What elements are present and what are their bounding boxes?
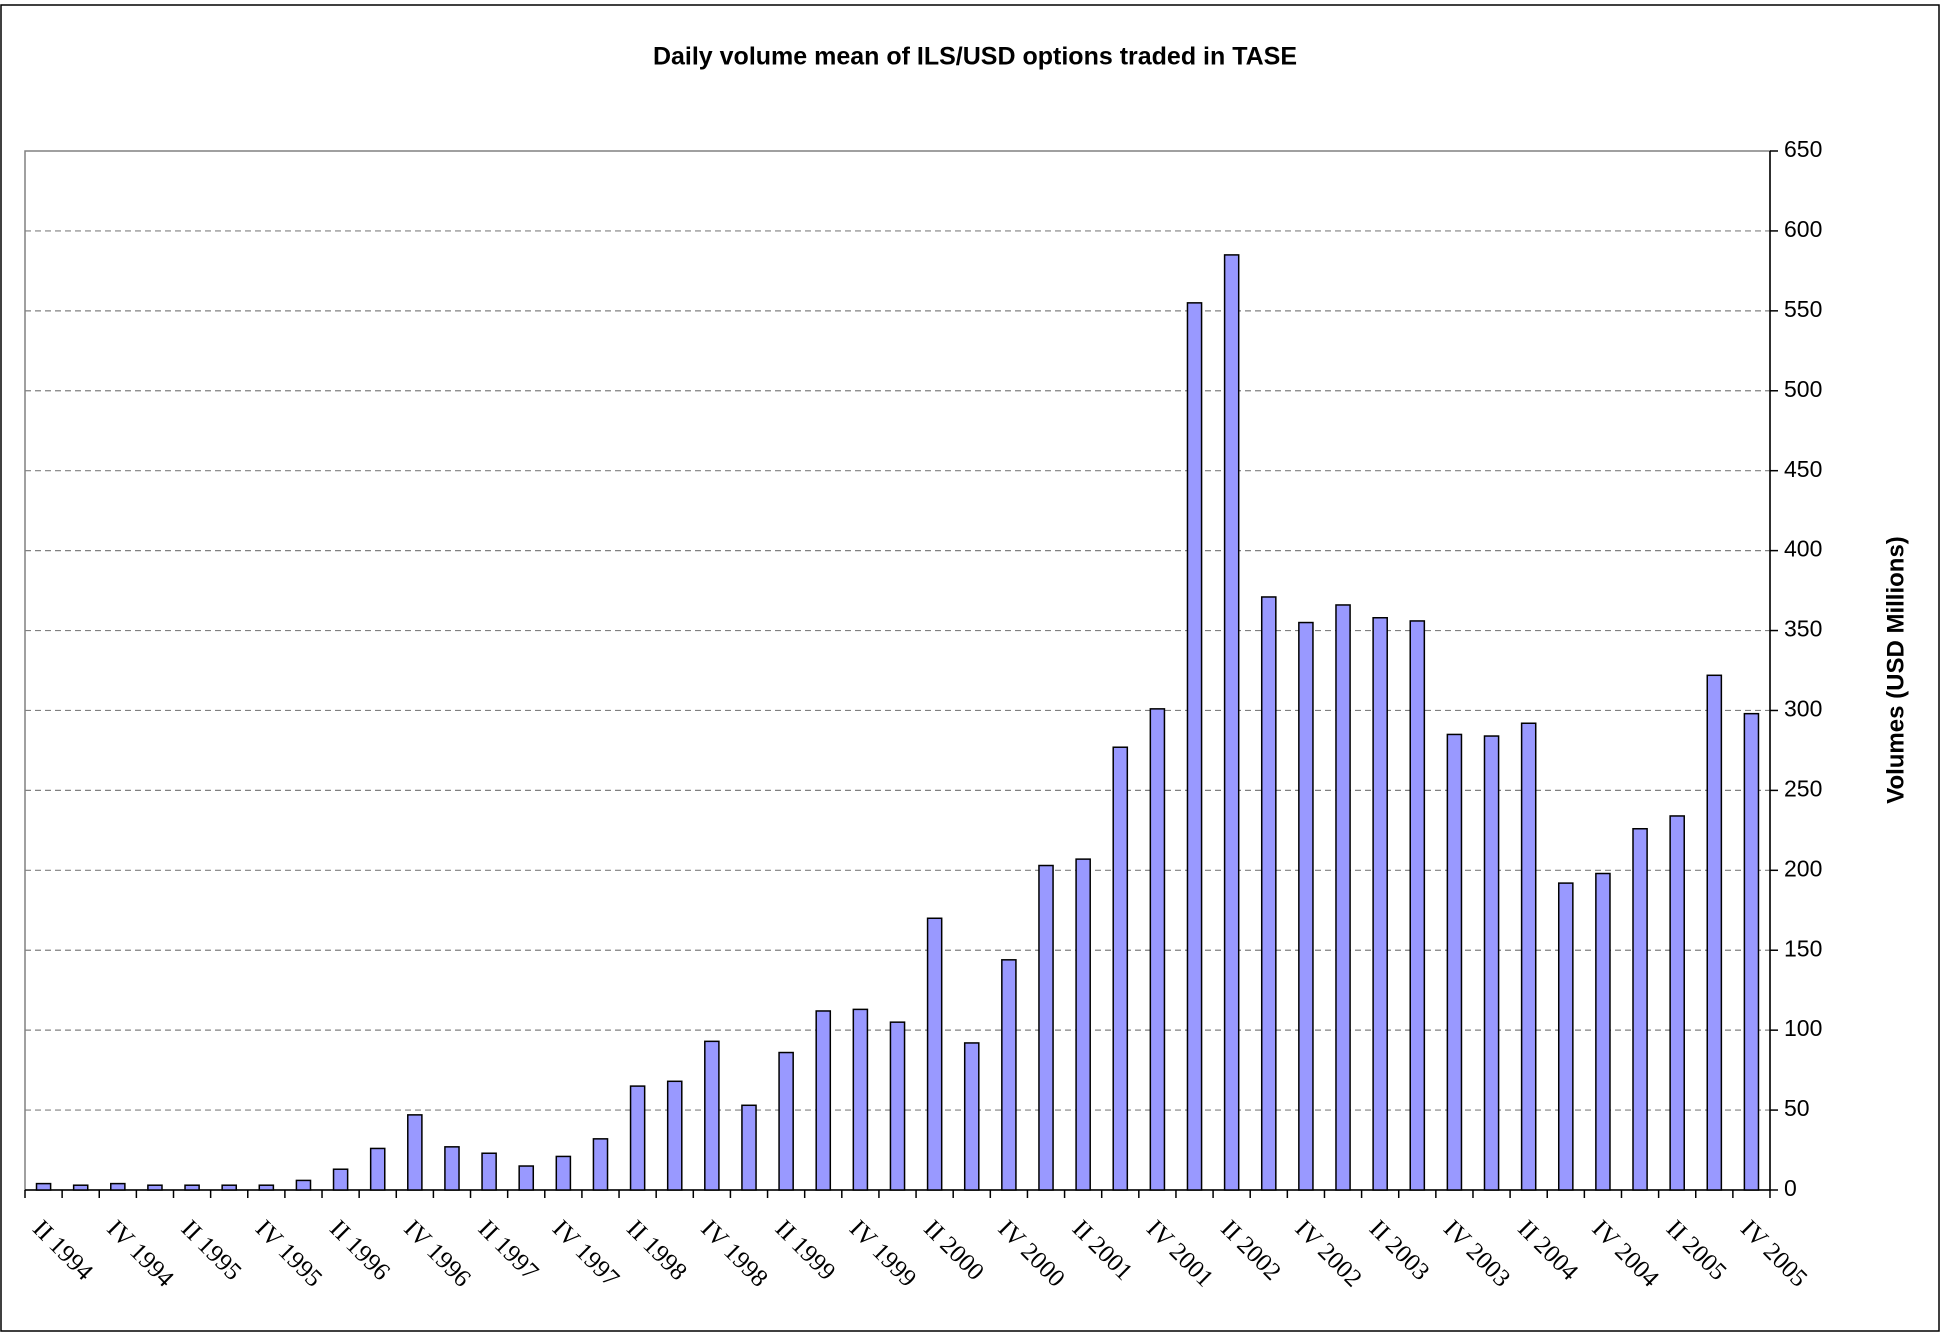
bar [1632,827,1648,1191]
bar [1520,722,1537,1191]
y-tick-label: 450 [1784,456,1822,482]
bar [184,1184,200,1191]
bar [407,1114,423,1191]
bar [815,1010,832,1191]
bar [1186,302,1203,1191]
y-tick-label: 250 [1784,775,1822,801]
y-tick-label: 150 [1784,935,1822,961]
bar [295,1179,312,1191]
bar [1260,596,1277,1191]
bar [1223,254,1240,1191]
y-tick-label: 0 [1784,1175,1797,1201]
bar [444,1146,460,1191]
bar [1038,864,1054,1191]
bar [741,1104,757,1191]
bar [481,1152,497,1191]
bar [1112,746,1129,1191]
bar [1446,733,1463,1191]
bar [778,1051,794,1191]
bar [332,1168,349,1191]
y-tick-label: 650 [1784,136,1822,162]
bar [1149,708,1166,1191]
bar [629,1085,646,1191]
bar [35,1182,52,1191]
bar [926,917,943,1191]
y-tick-label: 100 [1784,1015,1822,1041]
bar [1743,712,1760,1191]
bar [1483,735,1500,1191]
bar [369,1147,386,1191]
bar [518,1165,535,1191]
y-tick-label: 350 [1784,616,1822,642]
y-tick-label: 550 [1784,296,1822,322]
bar [1595,872,1611,1191]
bar [555,1155,572,1191]
bar [1706,674,1723,1191]
bar [852,1008,869,1191]
bar [110,1182,126,1191]
bar [1001,959,1017,1191]
chart-title: Daily volume mean of ILS/USD options tra… [653,43,1297,71]
bar [1075,858,1091,1191]
bar [666,1080,683,1191]
y-tick-label: 400 [1784,536,1822,562]
bar [72,1184,89,1191]
bar [1409,620,1426,1191]
bar [592,1138,609,1191]
bar [221,1184,238,1191]
bar [1335,604,1351,1191]
bar [963,1042,980,1191]
bar [147,1184,163,1191]
bar [1298,621,1314,1191]
bar [704,1040,720,1191]
bar [1372,617,1388,1191]
y-tick-label: 200 [1784,855,1822,881]
y-axis-label: Volumes (USD Millions) [1882,536,1909,804]
y-tick-label: 500 [1784,376,1822,402]
bar [258,1184,275,1191]
bar [889,1021,906,1191]
bar [1669,815,1685,1191]
bar [1557,882,1574,1191]
y-tick-label: 600 [1784,216,1822,242]
y-tick-label: 50 [1784,1095,1810,1121]
y-tick-label: 300 [1784,696,1822,722]
